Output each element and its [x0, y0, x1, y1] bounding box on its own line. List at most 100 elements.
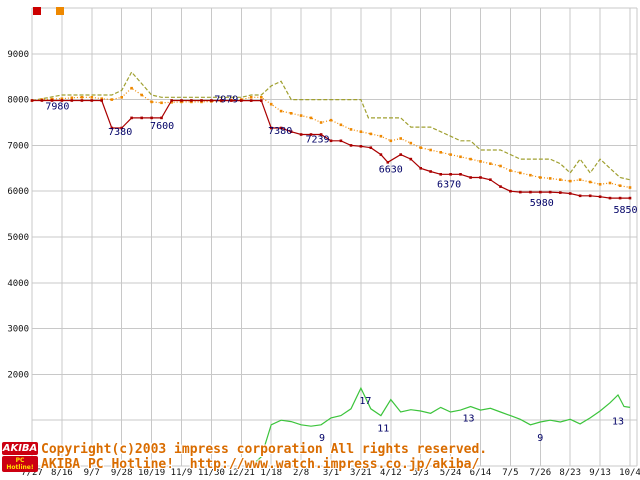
data-point-marker — [150, 116, 153, 120]
data-point-marker — [529, 173, 532, 177]
data-point-marker — [588, 194, 592, 198]
x-tick-label: 7/26 — [529, 468, 551, 478]
data-point-marker — [190, 100, 193, 104]
data-point-marker — [399, 153, 402, 156]
x-axis-labels: 7/27 8/16 9/7 9/28 10/19 11/9 11/30 12/21 1/18 2/… — [21, 468, 640, 478]
data-point-marker — [548, 190, 552, 194]
data-point-marker — [359, 145, 363, 148]
data-point-marker — [449, 153, 452, 156]
data-point-marker — [30, 99, 34, 102]
data-point-marker — [309, 116, 313, 120]
y-tick-label: 3000 — [7, 325, 29, 335]
akiba-logo: AKIBA PC Hotline! — [2, 442, 38, 472]
data-point-marker — [419, 167, 422, 170]
data-point-marker — [150, 100, 153, 104]
price-annotation: 7979 — [214, 95, 238, 106]
data-point-marker — [289, 112, 293, 115]
y-tick-label: 5000 — [7, 233, 29, 243]
data-point-marker — [60, 99, 64, 102]
data-point-marker — [140, 93, 143, 97]
akiba-logo-subtext: PC Hotline! — [2, 456, 38, 472]
price-annotation: 5850 — [613, 205, 637, 216]
data-point-marker — [369, 146, 373, 149]
data-point-marker — [548, 177, 552, 180]
data-point-marker — [120, 126, 123, 130]
copyright-line-1: Copyright(c)2003 impress corporation All… — [41, 442, 488, 457]
data-point-marker — [469, 157, 472, 161]
data-point-marker — [529, 190, 532, 194]
data-point-marker — [608, 196, 612, 200]
data-point-marker — [479, 176, 482, 179]
x-tick-label: 8/16 — [51, 468, 73, 478]
x-tick-label: 6/14 — [470, 468, 492, 478]
y-tick-label: 9000 — [7, 50, 29, 60]
x-tick-label: 3/21 — [350, 468, 372, 478]
data-point-marker — [299, 133, 303, 136]
data-point-marker — [519, 190, 522, 194]
data-point-marker — [299, 114, 303, 117]
shop-count-annotation: 9 — [319, 433, 325, 444]
akiba-logo-text: AKIBA — [2, 442, 38, 455]
price-annotation: 5980 — [530, 198, 554, 209]
data-point-marker — [230, 99, 233, 102]
x-tick-label: 10/4 — [619, 468, 640, 478]
legend-markers — [33, 7, 64, 15]
x-tick-label: 10/19 — [138, 468, 165, 478]
data-point-marker — [628, 186, 632, 189]
data-point-marker — [499, 185, 502, 188]
price-annotation: 6370 — [437, 179, 461, 190]
y-axis-labels: 9000 8000 7000 6000 5000 4000 3000 2000 — [7, 50, 29, 381]
data-point-marker — [80, 99, 84, 102]
data-point-marker — [588, 180, 592, 184]
data-point-marker — [399, 137, 402, 140]
data-point-marker — [260, 99, 263, 102]
x-tick-label: 7/27 — [21, 468, 43, 478]
data-point-marker — [249, 99, 253, 102]
data-point-marker — [279, 109, 283, 113]
x-tick-label: 12/21 — [228, 468, 255, 478]
data-point-marker — [559, 191, 562, 194]
data-point-marker — [120, 96, 123, 99]
data-point-marker — [618, 196, 622, 200]
data-point-marker — [260, 96, 263, 99]
data-point-marker — [608, 181, 612, 185]
data-point-marker — [329, 139, 333, 143]
legend-average-price-marker — [56, 7, 64, 15]
data-point-marker — [180, 99, 183, 102]
data-point-marker — [50, 99, 54, 102]
data-point-marker — [359, 130, 363, 133]
series-shop-count-line — [255, 386, 631, 462]
data-point-marker — [349, 144, 353, 147]
data-point-marker — [628, 196, 632, 200]
price-annotation: 7980 — [45, 102, 69, 113]
data-point-marker — [449, 173, 452, 176]
data-point-marker — [200, 100, 203, 104]
series-highest-price-line — [31, 71, 631, 181]
data-point-marker — [509, 169, 512, 172]
x-tick-label: 9/7 — [84, 468, 100, 478]
footer-overlay: AKIBA PC Hotline! Copyright(c)2003 impre… — [2, 442, 487, 472]
data-point-marker — [429, 170, 432, 173]
data-point-marker — [349, 128, 353, 131]
data-point-marker — [160, 101, 163, 105]
data-point-marker — [269, 102, 273, 106]
data-point-marker — [469, 176, 472, 179]
x-tick-label: 11/9 — [171, 468, 193, 478]
data-point-marker — [170, 101, 173, 104]
data-point-marker — [578, 178, 582, 181]
x-tick-label: 4/12 — [380, 468, 402, 478]
data-point-marker — [598, 183, 602, 186]
price-annotation: 7380 — [268, 126, 292, 137]
data-point-marker — [379, 134, 383, 138]
data-point-marker — [100, 99, 103, 102]
data-point-marker — [539, 176, 542, 179]
price-annotations: 7980 7380 7600 7979 7380 7239 6630 6370 5980 5850 — [45, 95, 637, 217]
data-point-marker — [240, 99, 243, 102]
shop-count-annotations: 9 17 11 13 9 13 — [319, 396, 624, 444]
y-tick-label: 7000 — [7, 141, 29, 151]
x-tick-label: 2/8 — [293, 468, 309, 478]
data-point-marker — [210, 99, 213, 102]
data-point-marker — [80, 96, 84, 99]
shop-count-annotation: 11 — [377, 424, 389, 435]
